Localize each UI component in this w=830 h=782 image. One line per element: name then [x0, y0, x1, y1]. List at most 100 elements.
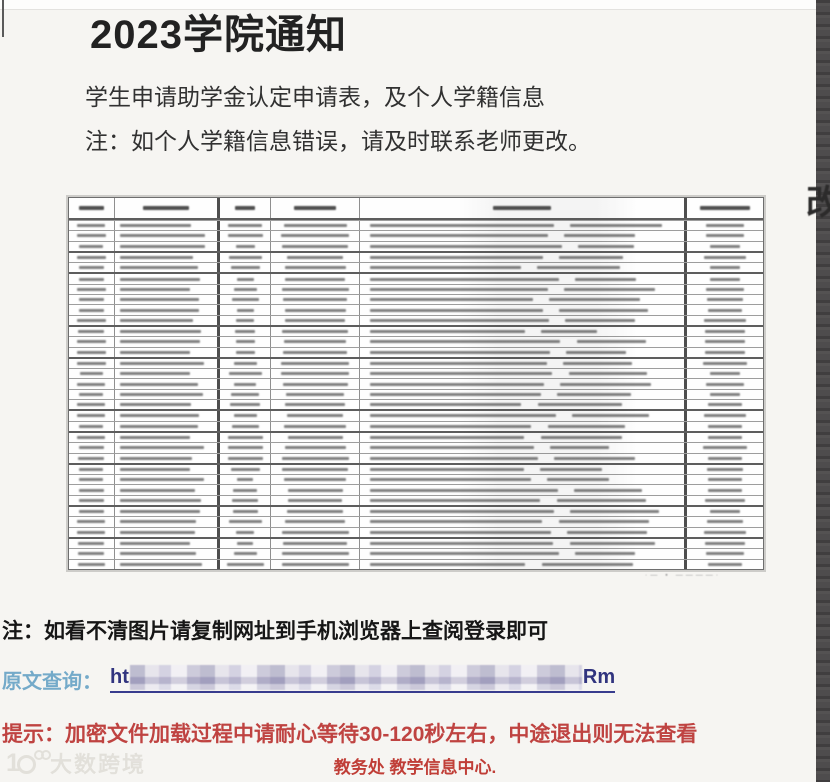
table-cell — [683, 241, 763, 251]
table-cell — [217, 464, 270, 475]
table-cell — [69, 253, 114, 262]
table-cell — [217, 198, 270, 218]
table-cell — [683, 400, 763, 410]
link-prefix[interactable]: ht — [110, 666, 129, 688]
table-cell — [217, 295, 270, 305]
table-cell — [358, 263, 684, 273]
table-cell — [113, 475, 218, 485]
left-edge-mark — [2, 0, 4, 37]
table-cell — [113, 305, 218, 315]
table-cell — [683, 549, 763, 559]
table-row — [69, 484, 763, 495]
table-cell — [683, 443, 763, 453]
link-suffix[interactable]: Rm — [582, 666, 616, 688]
table-cell — [113, 315, 218, 325]
table-cell — [217, 379, 270, 389]
table-cell — [683, 358, 763, 369]
table-cell — [683, 538, 763, 549]
table-cell — [683, 485, 763, 495]
table-cell — [113, 527, 218, 537]
table-cell — [217, 538, 270, 549]
table-cell — [113, 263, 218, 273]
table-cell — [358, 241, 684, 251]
table-cell — [358, 284, 684, 295]
table-cell — [358, 252, 684, 263]
table-cell — [69, 465, 114, 474]
table-cell — [270, 453, 359, 463]
notice-line-1: 学生申请助学金认定申请表，及个人学籍信息 — [85, 84, 545, 110]
table-row — [69, 548, 763, 559]
notice-line-2: 注：如个人学籍信息错误，请及时联系老师更改。 — [85, 128, 591, 154]
censored-url-link[interactable]: ht Rm — [110, 665, 616, 693]
table-cell — [113, 559, 218, 569]
table-cell — [69, 359, 114, 368]
table-cell — [270, 305, 359, 315]
table-header-row — [69, 198, 763, 220]
table-row — [69, 388, 763, 400]
watermark-text: 大数跨境 — [50, 752, 147, 777]
table-cell — [270, 538, 359, 549]
table-cell — [69, 496, 114, 505]
table-cell — [270, 517, 359, 527]
warning-tip: 提示：加密文件加载过程中请耐心等待30-120秒左右，中途退出则无法查看 — [2, 723, 698, 746]
table-cell — [217, 453, 270, 463]
table-cell — [217, 559, 270, 569]
table-cell — [69, 528, 114, 537]
table-cell — [683, 421, 763, 431]
table-cell — [69, 390, 114, 399]
table-cell — [69, 549, 114, 558]
table-cell — [217, 274, 270, 284]
table-cell — [113, 198, 218, 218]
table-cell — [358, 369, 684, 379]
pixelated-url-mask[interactable] — [129, 665, 582, 690]
table-cell — [358, 443, 684, 453]
table-cell — [69, 242, 114, 251]
table-cell — [270, 495, 359, 506]
table-cell — [217, 421, 270, 431]
table-cell — [69, 539, 114, 548]
table-cell — [217, 507, 270, 517]
table-cell — [217, 432, 270, 443]
table-cell — [358, 453, 684, 463]
table-cell — [270, 263, 359, 273]
table-cell — [270, 252, 359, 263]
table-cell — [217, 527, 270, 537]
table-cell — [113, 241, 218, 251]
table-cell — [113, 252, 218, 263]
table-cell — [270, 379, 359, 389]
table-cell — [217, 443, 270, 453]
table-cell — [358, 485, 684, 495]
table-cell — [217, 305, 270, 315]
table-cell — [358, 421, 684, 431]
table-cell — [270, 507, 359, 517]
table-cell — [113, 507, 218, 517]
table-cell — [683, 284, 763, 295]
table-cell — [69, 475, 114, 484]
table-row — [69, 494, 763, 506]
table-cell — [358, 432, 684, 443]
table-cell — [358, 295, 684, 305]
table-cell — [683, 464, 763, 475]
table-row — [69, 283, 763, 295]
table-cell — [358, 274, 684, 284]
table-cell — [358, 389, 684, 400]
table-cell — [69, 411, 114, 420]
table-cell — [270, 284, 359, 295]
table-cell — [69, 348, 114, 357]
table-cell — [113, 221, 218, 231]
table-cell — [69, 517, 114, 526]
table-cell — [358, 315, 684, 325]
table-row — [69, 399, 763, 410]
table-cell — [113, 369, 218, 379]
table-cell — [217, 485, 270, 495]
table-cell — [217, 326, 270, 337]
table-row — [69, 272, 763, 284]
table-row — [69, 409, 763, 421]
table-cell — [69, 433, 114, 442]
table-cell — [113, 389, 218, 400]
table-cell — [358, 337, 684, 347]
table-row — [69, 230, 763, 241]
table-cell — [358, 400, 684, 410]
table-row — [69, 346, 763, 357]
